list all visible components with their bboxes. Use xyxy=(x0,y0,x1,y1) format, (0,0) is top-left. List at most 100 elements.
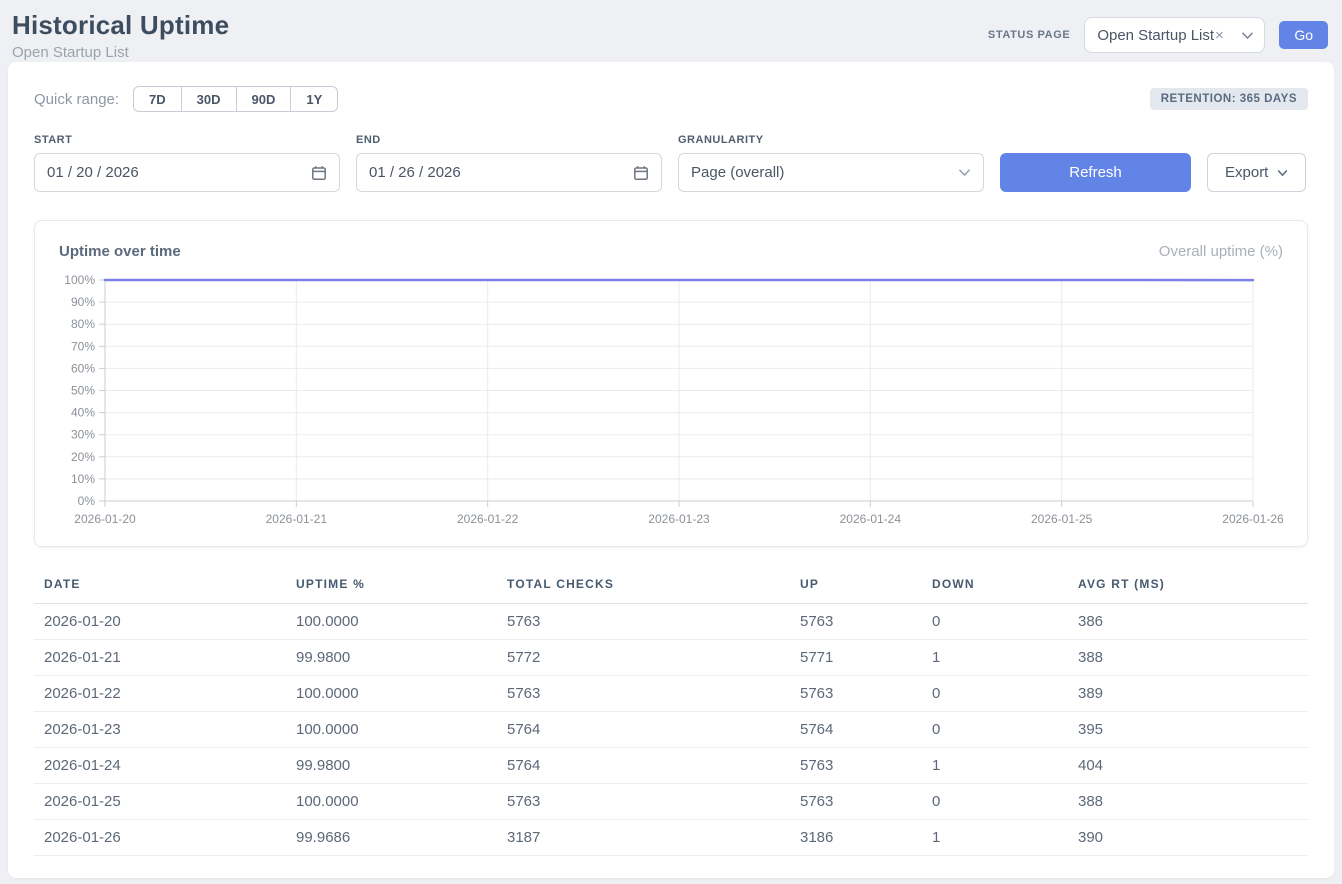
status-page-selected-value: Open Startup List xyxy=(1097,26,1215,44)
svg-text:50%: 50% xyxy=(71,384,95,398)
svg-text:40%: 40% xyxy=(71,406,95,420)
granularity-select[interactable]: Page (overall) xyxy=(678,153,984,192)
table-row: 2026-01-23 100.0000 5764 5764 0 395 xyxy=(34,711,1308,748)
quick-range-1y-button[interactable]: 1Y xyxy=(290,86,339,112)
chevron-down-icon xyxy=(1277,169,1288,177)
svg-text:2026-01-25: 2026-01-25 xyxy=(1031,512,1093,526)
topbar-right: STATUS PAGE Open Startup List × Go xyxy=(988,17,1328,53)
table-row: 2026-01-21 99.9800 5772 5771 1 388 xyxy=(34,639,1308,676)
table-cell: 5763 xyxy=(790,675,922,712)
table-row: 2026-01-24 99.9800 5764 5763 1 404 xyxy=(34,747,1308,784)
table-cell: 5763 xyxy=(497,675,790,712)
table-cell: 5763 xyxy=(790,783,922,820)
start-date-value: 01 / 20 / 2026 xyxy=(47,164,139,181)
svg-text:60%: 60% xyxy=(71,361,95,375)
svg-text:2026-01-21: 2026-01-21 xyxy=(266,512,328,526)
svg-text:2026-01-22: 2026-01-22 xyxy=(457,512,519,526)
table-cell: 388 xyxy=(1068,783,1308,820)
table-cell: 5764 xyxy=(790,711,922,748)
column-header: UP xyxy=(790,571,922,604)
granularity-label: GRANULARITY xyxy=(678,134,764,146)
table-cell: 0 xyxy=(922,675,1068,712)
table-row: 2026-01-22 100.0000 5763 5763 0 389 xyxy=(34,675,1308,712)
status-page-label: STATUS PAGE xyxy=(987,29,1071,41)
page-subtitle: Open Startup List xyxy=(12,44,129,61)
topbar: Historical Uptime Open Startup List STAT… xyxy=(0,0,1342,62)
svg-text:100%: 100% xyxy=(64,273,95,287)
svg-text:0%: 0% xyxy=(78,494,96,508)
column-header: AVG RT (MS) xyxy=(1068,571,1308,604)
table-row: 2026-01-20 100.0000 5763 5763 0 386 xyxy=(34,603,1308,640)
svg-text:2026-01-24: 2026-01-24 xyxy=(840,512,902,526)
granularity-field: GRANULARITY Page (overall) xyxy=(678,134,984,192)
uptime-table: DATE UPTIME % TOTAL CHECKS UP DOWN AVG RT (MS… xyxy=(34,571,1308,856)
table-cell: 5771 xyxy=(790,639,922,676)
page-title: Historical Uptime xyxy=(12,10,230,40)
table-cell: 2026-01-26 xyxy=(34,819,286,856)
quick-range-30d-button[interactable]: 30D xyxy=(180,86,236,112)
export-button[interactable]: Export xyxy=(1207,153,1307,192)
quick-range-row: Quick range: 7D 30D 90D 1Y RETENTION: 36… xyxy=(34,86,1308,112)
table-head: DATE UPTIME % TOTAL CHECKS UP DOWN AVG RT (MS… xyxy=(34,571,1308,604)
table-cell: 0 xyxy=(922,603,1068,640)
table-cell: 2026-01-20 xyxy=(34,603,286,640)
title-block: Historical Uptime Open Startup List xyxy=(12,10,229,61)
column-header: DOWN xyxy=(922,571,1068,604)
table-cell: 100.0000 xyxy=(286,603,497,640)
svg-text:30%: 30% xyxy=(71,428,95,442)
column-header: UPTIME % xyxy=(286,571,497,604)
calendar-icon[interactable] xyxy=(311,165,327,181)
table-body: 2026-01-20 100.0000 5763 5763 0 386 2026-01-21… xyxy=(34,603,1308,856)
end-date-input[interactable]: 01 / 26 / 2026 xyxy=(356,153,662,192)
table-row: 2026-01-26 99.9686 3187 3186 1 390 xyxy=(34,819,1308,856)
granularity-selected-value: Page (overall) xyxy=(691,164,785,181)
export-button-label: Export xyxy=(1225,164,1269,181)
table-cell: 2026-01-21 xyxy=(34,639,286,676)
table-cell: 2026-01-22 xyxy=(34,675,286,712)
uptime-chart-card: Uptime over time Overall uptime (%) 0% 10… xyxy=(34,220,1308,547)
svg-text:70%: 70% xyxy=(71,339,95,353)
chart-title: Uptime over time xyxy=(59,243,181,260)
quick-range-label: Quick range: xyxy=(34,90,120,108)
table-cell: 5763 xyxy=(790,603,922,640)
table-cell: 1 xyxy=(922,747,1068,784)
table-cell: 2026-01-25 xyxy=(34,783,286,820)
start-date-field: START 01 / 20 / 2026 xyxy=(34,134,340,192)
table-cell: 1 xyxy=(922,819,1068,856)
calendar-icon[interactable] xyxy=(633,165,649,181)
svg-text:80%: 80% xyxy=(71,317,95,331)
end-date-label: END xyxy=(356,134,381,146)
table-cell: 100.0000 xyxy=(286,783,497,820)
quick-range-7d-button[interactable]: 7D xyxy=(133,86,181,112)
table-cell: 5763 xyxy=(497,783,790,820)
filter-form-row: START 01 / 20 / 2026 END 01 / 26 / 2026 … xyxy=(34,134,1308,192)
start-date-label: START xyxy=(34,134,73,146)
refresh-button[interactable]: Refresh xyxy=(1000,153,1191,192)
chevron-down-icon xyxy=(1241,31,1254,40)
table-cell: 395 xyxy=(1068,711,1308,748)
table-cell: 390 xyxy=(1068,819,1308,856)
table-cell: 2026-01-24 xyxy=(34,747,286,784)
go-button[interactable]: Go xyxy=(1279,21,1328,49)
retention-badge: RETENTION: 365 DAYS xyxy=(1149,88,1308,110)
svg-text:2026-01-23: 2026-01-23 xyxy=(648,512,710,526)
table-cell: 99.9686 xyxy=(286,819,497,856)
table-cell: 5763 xyxy=(790,747,922,784)
table-cell: 5764 xyxy=(497,747,790,784)
svg-text:20%: 20% xyxy=(71,450,95,464)
status-page-select[interactable]: Open Startup List × xyxy=(1084,17,1266,53)
chart-legend: Overall uptime (%) xyxy=(1158,243,1283,260)
end-date-value: 01 / 26 / 2026 xyxy=(369,164,461,181)
table-cell: 386 xyxy=(1068,603,1308,640)
table-cell: 5772 xyxy=(497,639,790,676)
svg-text:2026-01-26: 2026-01-26 xyxy=(1222,512,1284,526)
svg-text:10%: 10% xyxy=(71,472,95,486)
chevron-down-icon xyxy=(958,168,971,177)
clear-icon[interactable]: × xyxy=(1215,26,1224,44)
start-date-input[interactable]: 01 / 20 / 2026 xyxy=(34,153,340,192)
table-cell: 0 xyxy=(922,783,1068,820)
svg-text:90%: 90% xyxy=(71,295,95,309)
table-cell: 1 xyxy=(922,639,1068,676)
quick-range-90d-button[interactable]: 90D xyxy=(235,86,291,112)
table-cell: 99.9800 xyxy=(286,747,497,784)
